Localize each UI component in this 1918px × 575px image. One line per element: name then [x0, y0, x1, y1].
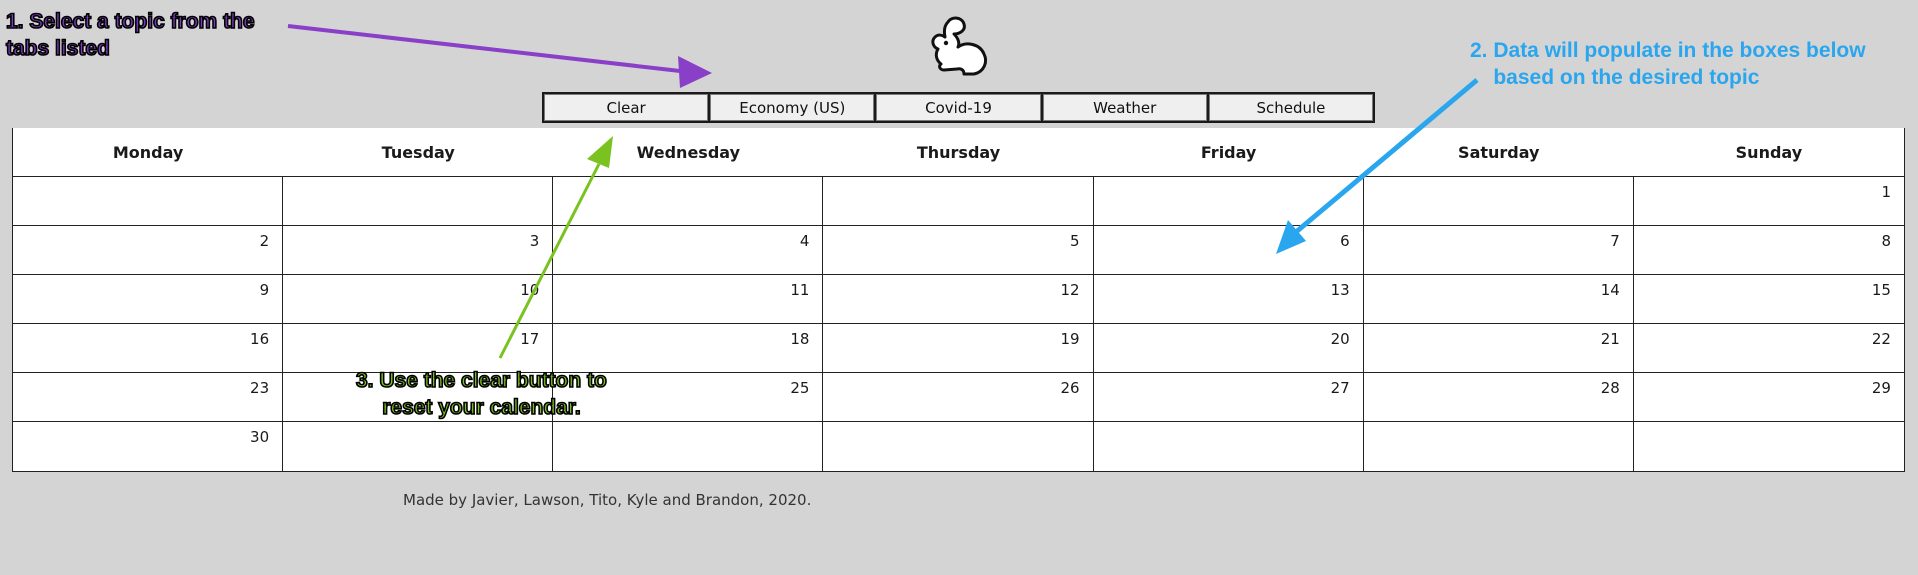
annotation-step3: 3. Use the clear button to reset your ca… — [355, 368, 607, 420]
calendar-day-cell — [1093, 177, 1364, 226]
tab-weather[interactable]: Weather — [1042, 94, 1207, 121]
calendar-day-cell — [553, 177, 824, 226]
calendar-day-cell — [1634, 422, 1904, 471]
day-number: 12 — [1060, 281, 1080, 299]
day-number: 27 — [1330, 379, 1350, 397]
step1-arrow-shaft — [287, 24, 681, 73]
step1-arrow-head — [678, 56, 712, 88]
day-number: 14 — [1600, 281, 1620, 299]
calendar-day-cell: 5 — [823, 226, 1094, 275]
day-number: 15 — [1871, 281, 1891, 299]
calendar-day-cell — [823, 177, 1094, 226]
calendar-day-cell: 19 — [823, 324, 1094, 373]
calendar-day-cell: 14 — [1363, 275, 1634, 324]
day-number: 13 — [1330, 281, 1350, 299]
weekday-header: Monday Tuesday Wednesday Thursday Friday… — [13, 128, 1904, 177]
annotation-step2: 2. Data will populate in the boxes below… — [1470, 39, 1866, 89]
calendar-day-cell: 17 — [283, 324, 554, 373]
day-number: 1 — [1881, 183, 1891, 201]
calendar-day-cell: 16 — [13, 324, 284, 373]
tab-clear[interactable]: Clear — [544, 94, 709, 121]
calendar-day-cell — [283, 177, 554, 226]
calendar-day-cell: 2 — [13, 226, 284, 275]
calendar-day-cell: 21 — [1363, 324, 1634, 373]
calendar: Monday Tuesday Wednesday Thursday Friday… — [12, 128, 1905, 472]
day-number: 7 — [1610, 232, 1620, 250]
footer-credits: Made by Javier, Lawson, Tito, Kyle and B… — [403, 491, 812, 509]
weekday-monday: Monday — [112, 142, 184, 162]
weekday-tuesday: Tuesday — [381, 142, 455, 162]
calendar-day-cell: 7 — [1363, 226, 1634, 275]
day-number: 3 — [529, 232, 540, 250]
weekday-saturday: Saturday — [1458, 142, 1540, 162]
day-number: 5 — [1070, 232, 1080, 250]
day-number: 17 — [520, 330, 540, 348]
calendar-day-cell — [1094, 422, 1364, 471]
tab-schedule[interactable]: Schedule — [1208, 94, 1374, 121]
day-number: 20 — [1330, 330, 1350, 348]
rabbit-logo-icon — [931, 16, 988, 76]
calendar-day-cell: 9 — [13, 275, 284, 324]
day-number: 19 — [1060, 330, 1080, 348]
calendar-day-cell: 18 — [553, 324, 824, 373]
calendar-day-cell: 15 — [1633, 275, 1904, 324]
calendar-day-cell: 13 — [1093, 275, 1364, 324]
day-number: 26 — [1060, 379, 1080, 397]
day-number: 6 — [1340, 232, 1350, 250]
calendar-day-cell — [283, 373, 554, 422]
calendar-day-cell: 25 — [553, 373, 824, 422]
day-number: 11 — [790, 281, 810, 299]
day-number: 30 — [250, 428, 270, 446]
calendar-day-cell — [283, 422, 554, 471]
calendar-day-cell: 29 — [1633, 373, 1904, 422]
calendar-day-cell: 22 — [1633, 324, 1904, 373]
calendar-day-cell: 1 — [1633, 177, 1904, 226]
calendar-grid: 1 2 3 4 5 6 7 8 9 10 11 12 13 14 15 16 17 18 19 20 21 22 23 25 2… — [13, 177, 1904, 471]
day-number: 10 — [520, 281, 540, 299]
calendar-day-cell — [1363, 177, 1634, 226]
calendar-day-cell — [1364, 422, 1634, 471]
day-number: 9 — [259, 281, 270, 299]
calendar-day-cell: 4 — [553, 226, 824, 275]
calendar-day-cell: 30 — [13, 422, 284, 471]
calendar-day-cell: 26 — [823, 373, 1094, 422]
calendar-day-cell: 28 — [1363, 373, 1634, 422]
calendar-day-cell: 8 — [1633, 226, 1904, 275]
day-number: 4 — [799, 232, 810, 250]
calendar-day-cell: 10 — [283, 275, 554, 324]
day-number: 16 — [250, 330, 270, 348]
tab-covid-19[interactable]: Covid-19 — [876, 94, 1041, 121]
day-number: 22 — [1871, 330, 1891, 348]
day-number: 28 — [1600, 379, 1620, 397]
calendar-day-cell: 23 — [13, 373, 284, 422]
calendar-day-cell: 6 — [1093, 226, 1364, 275]
day-number: 18 — [790, 330, 810, 348]
day-number: 21 — [1600, 330, 1620, 348]
calendar-day-cell: 27 — [1093, 373, 1364, 422]
weekday-thursday: Thursday — [916, 142, 1001, 162]
calendar-day-cell: 12 — [823, 275, 1094, 324]
calendar-day-cell: 20 — [1093, 324, 1364, 373]
day-number: 25 — [790, 379, 810, 397]
calendar-day-cell: 3 — [283, 226, 554, 275]
day-number: 29 — [1871, 379, 1891, 397]
topic-tabs: Clear Economy (US) Covid-19 Weather Sche… — [542, 92, 1375, 123]
calendar-day-cell: 11 — [553, 275, 824, 324]
weekday-friday: Friday — [1200, 142, 1257, 162]
calendar-day-cell — [553, 422, 824, 471]
calendar-day-cell — [13, 177, 284, 226]
weekday-sunday: Sunday — [1735, 142, 1803, 162]
calendar-day-cell — [823, 422, 1094, 471]
day-number: 2 — [259, 232, 270, 250]
annotation-step1: 1. Select a topic from the tabs listed — [5, 9, 255, 61]
tab-economy-us[interactable]: Economy (US) — [710, 94, 875, 121]
day-number: 8 — [1881, 232, 1891, 250]
day-number: 23 — [250, 379, 270, 397]
weekday-wednesday: Wednesday — [636, 142, 741, 162]
